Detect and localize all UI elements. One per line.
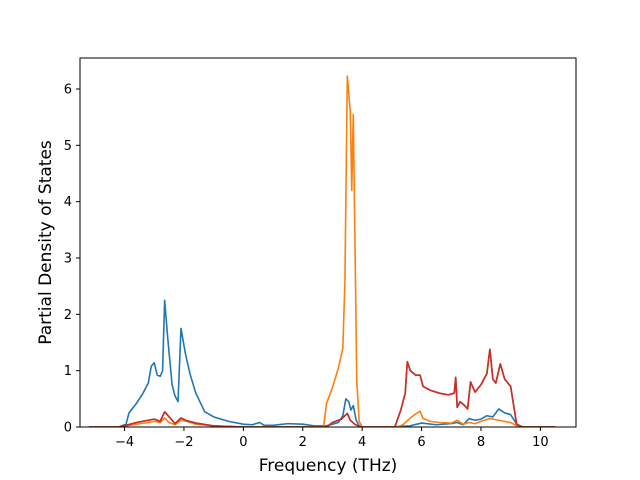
x-tick-label: 2 xyxy=(299,435,307,450)
y-tick-label: 4 xyxy=(64,195,72,210)
x-axis-label: Frequency (THz) xyxy=(259,456,398,476)
y-tick-label: 2 xyxy=(64,308,72,323)
y-tick-label: 0 xyxy=(64,421,72,436)
x-tick-label: 4 xyxy=(358,435,366,450)
plot-frame xyxy=(79,57,577,428)
x-tick-label: 10 xyxy=(532,435,549,450)
series-line-1 xyxy=(88,299,556,427)
series-line-4 xyxy=(88,348,556,427)
y-axis-label: Partial Density of States xyxy=(36,140,56,345)
x-tick-label: 0 xyxy=(239,435,247,450)
y-tick-label: 6 xyxy=(64,82,72,97)
series-line-2 xyxy=(88,75,556,427)
x-tick-label: −2 xyxy=(174,435,193,450)
series-layer xyxy=(88,75,556,427)
x-axis-ticks: −4 −2 0 2 4 6 8 10 xyxy=(115,427,549,450)
x-tick-label: −4 xyxy=(115,435,134,450)
y-tick-label: 1 xyxy=(64,364,72,379)
y-axis-ticks: 0 1 2 3 4 5 6 xyxy=(64,82,80,436)
x-tick-label: 6 xyxy=(417,435,425,450)
y-tick-label: 3 xyxy=(64,251,72,266)
x-tick-label: 8 xyxy=(477,435,485,450)
y-tick-label: 5 xyxy=(64,139,72,154)
